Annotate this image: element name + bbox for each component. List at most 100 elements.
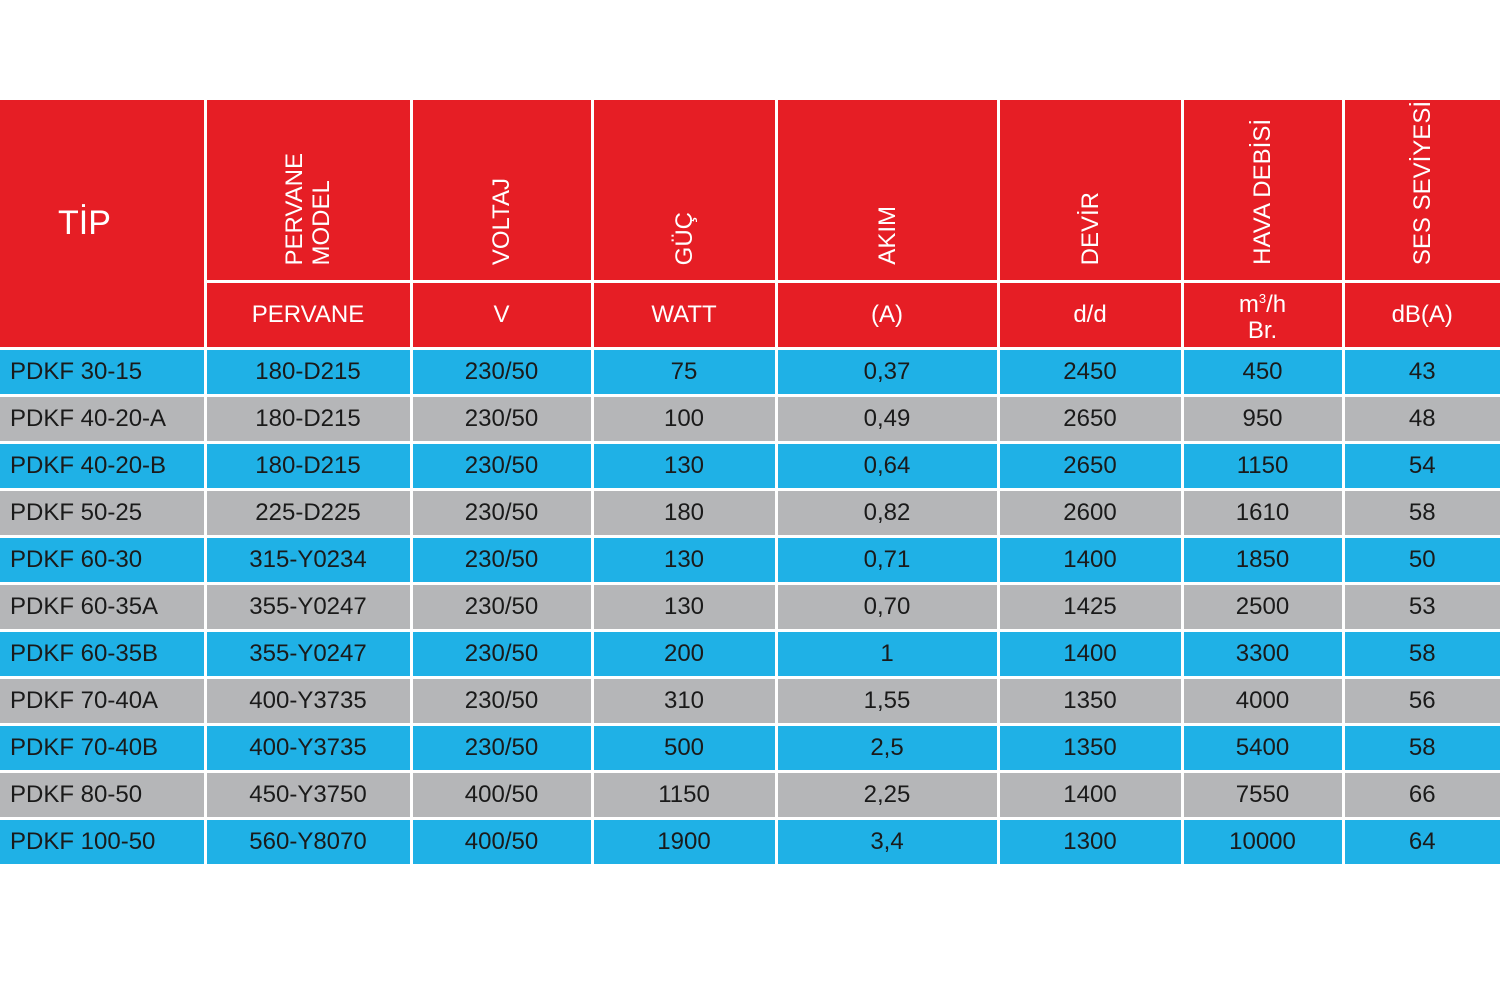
cell-pervane: 355-Y0247 bbox=[203, 629, 413, 679]
cell-hava-debisi: 4000 bbox=[1180, 676, 1345, 726]
cell-guc: 130 bbox=[590, 441, 778, 491]
spec-table-container: TİP PERVANE MODEL VOLTAJ GÜÇ AKIM DEVİR H… bbox=[0, 100, 1500, 867]
cell-pervane: 355-Y0247 bbox=[203, 582, 413, 632]
cell-devir: 1400 bbox=[996, 535, 1184, 585]
cell-tip: PDKF 30-15 bbox=[0, 347, 207, 397]
cell-guc: 75 bbox=[590, 347, 778, 397]
header-tip: TİP bbox=[0, 100, 207, 350]
cell-voltaj: 230/50 bbox=[409, 723, 594, 773]
cell-devir: 1350 bbox=[996, 676, 1184, 726]
cell-voltaj: 400/50 bbox=[409, 770, 594, 820]
table-row: PDKF 60-35B 355-Y0247 230/50 200 1 1400 3300 58 bbox=[0, 629, 1500, 679]
table-row: PDKF 30-15 180-D215 230/50 75 0,37 2450 450 43 bbox=[0, 347, 1500, 397]
cell-devir: 1400 bbox=[996, 770, 1184, 820]
cell-ses-seviyesi: 64 bbox=[1341, 817, 1500, 867]
cell-pervane: 560-Y8070 bbox=[203, 817, 413, 867]
cell-akim: 0,71 bbox=[774, 535, 1000, 585]
cell-pervane: 180-D215 bbox=[203, 347, 413, 397]
cell-devir: 2650 bbox=[996, 441, 1184, 491]
cell-pervane: 400-Y3735 bbox=[203, 723, 413, 773]
cell-akim: 3,4 bbox=[774, 817, 1000, 867]
cell-guc: 310 bbox=[590, 676, 778, 726]
cell-tip: PDKF 70-40B bbox=[0, 723, 207, 773]
cell-hava-debisi: 1850 bbox=[1180, 535, 1345, 585]
cell-ses-seviyesi: 53 bbox=[1341, 582, 1500, 632]
cell-hava-debisi: 10000 bbox=[1180, 817, 1345, 867]
cell-akim: 2,25 bbox=[774, 770, 1000, 820]
cell-akim: 1 bbox=[774, 629, 1000, 679]
unit-voltaj: V bbox=[409, 280, 594, 350]
cell-voltaj: 230/50 bbox=[409, 347, 594, 397]
cell-voltaj: 230/50 bbox=[409, 629, 594, 679]
cell-ses-seviyesi: 48 bbox=[1341, 394, 1500, 444]
cell-hava-debisi: 950 bbox=[1180, 394, 1345, 444]
cell-devir: 1400 bbox=[996, 629, 1184, 679]
cell-ses-seviyesi: 58 bbox=[1341, 723, 1500, 773]
cell-tip: PDKF 40-20-B bbox=[0, 441, 207, 491]
cell-guc: 130 bbox=[590, 535, 778, 585]
cell-tip: PDKF 60-35A bbox=[0, 582, 207, 632]
table-row: PDKF 40-20-A 180-D215 230/50 100 0,49 2650 950… bbox=[0, 394, 1500, 444]
cell-pervane: 315-Y0234 bbox=[203, 535, 413, 585]
cell-pervane: 450-Y3750 bbox=[203, 770, 413, 820]
table-row: PDKF 70-40A 400-Y3735 230/50 310 1,55 1350 400… bbox=[0, 676, 1500, 726]
cell-voltaj: 230/50 bbox=[409, 394, 594, 444]
header-ses-seviyesi: SES SEVİYESİ bbox=[1341, 100, 1500, 283]
table-row: PDKF 100-50 560-Y8070 400/50 1900 3,4 1300 100… bbox=[0, 817, 1500, 867]
header-pervane-model: PERVANE MODEL bbox=[203, 100, 413, 283]
cell-tip: PDKF 80-50 bbox=[0, 770, 207, 820]
cell-akim: 0,82 bbox=[774, 488, 1000, 538]
cell-hava-debisi: 2500 bbox=[1180, 582, 1345, 632]
cell-voltaj: 230/50 bbox=[409, 535, 594, 585]
table-row: PDKF 80-50 450-Y3750 400/50 1150 2,25 1400 755… bbox=[0, 770, 1500, 820]
cell-akim: 0,64 bbox=[774, 441, 1000, 491]
cell-devir: 2600 bbox=[996, 488, 1184, 538]
cell-guc: 500 bbox=[590, 723, 778, 773]
cell-voltaj: 400/50 bbox=[409, 817, 594, 867]
cell-akim: 1,55 bbox=[774, 676, 1000, 726]
cell-voltaj: 230/50 bbox=[409, 441, 594, 491]
cell-tip: PDKF 60-30 bbox=[0, 535, 207, 585]
cell-devir: 1300 bbox=[996, 817, 1184, 867]
cell-akim: 0,37 bbox=[774, 347, 1000, 397]
cell-voltaj: 230/50 bbox=[409, 676, 594, 726]
unit-hava-debisi: m3/h Br. bbox=[1180, 280, 1345, 350]
cell-pervane: 400-Y3735 bbox=[203, 676, 413, 726]
cell-ses-seviyesi: 43 bbox=[1341, 347, 1500, 397]
spec-table: TİP PERVANE MODEL VOLTAJ GÜÇ AKIM DEVİR H… bbox=[0, 100, 1500, 867]
cell-akim: 0,70 bbox=[774, 582, 1000, 632]
header-voltaj: VOLTAJ bbox=[409, 100, 594, 283]
cell-tip: PDKF 60-35B bbox=[0, 629, 207, 679]
cell-akim: 0,49 bbox=[774, 394, 1000, 444]
unit-devir: d/d bbox=[996, 280, 1184, 350]
unit-guc: WATT bbox=[590, 280, 778, 350]
unit-akim: (A) bbox=[774, 280, 1000, 350]
cell-ses-seviyesi: 58 bbox=[1341, 629, 1500, 679]
cell-devir: 2650 bbox=[996, 394, 1184, 444]
cell-tip: PDKF 50-25 bbox=[0, 488, 207, 538]
cell-pervane: 180-D215 bbox=[203, 394, 413, 444]
table-row: PDKF 60-30 315-Y0234 230/50 130 0,71 1400 1850… bbox=[0, 535, 1500, 585]
cell-guc: 180 bbox=[590, 488, 778, 538]
cell-guc: 1150 bbox=[590, 770, 778, 820]
header-devir: DEVİR bbox=[996, 100, 1184, 283]
header-guc: GÜÇ bbox=[590, 100, 778, 283]
unit-pervane: PERVANE bbox=[205, 280, 413, 350]
cell-guc: 130 bbox=[590, 582, 778, 632]
cell-tip: PDKF 100-50 bbox=[0, 817, 207, 867]
cell-voltaj: 230/50 bbox=[409, 582, 594, 632]
cell-ses-seviyesi: 50 bbox=[1341, 535, 1500, 585]
cell-hava-debisi: 1150 bbox=[1180, 441, 1345, 491]
cell-guc: 1900 bbox=[590, 817, 778, 867]
cell-hava-debisi: 1610 bbox=[1180, 488, 1345, 538]
cell-devir: 2450 bbox=[996, 347, 1184, 397]
cell-voltaj: 230/50 bbox=[409, 488, 594, 538]
cell-tip: PDKF 70-40A bbox=[0, 676, 207, 726]
table-header: TİP PERVANE MODEL VOLTAJ GÜÇ AKIM DEVİR H… bbox=[0, 100, 1500, 350]
cell-devir: 1425 bbox=[996, 582, 1184, 632]
cell-ses-seviyesi: 58 bbox=[1341, 488, 1500, 538]
cell-tip: PDKF 40-20-A bbox=[0, 394, 207, 444]
cell-devir: 1350 bbox=[996, 723, 1184, 773]
unit-ses-seviyesi: dB(A) bbox=[1341, 280, 1500, 350]
table-body: PDKF 30-15 180-D215 230/50 75 0,37 2450 450 43 P… bbox=[0, 347, 1500, 867]
